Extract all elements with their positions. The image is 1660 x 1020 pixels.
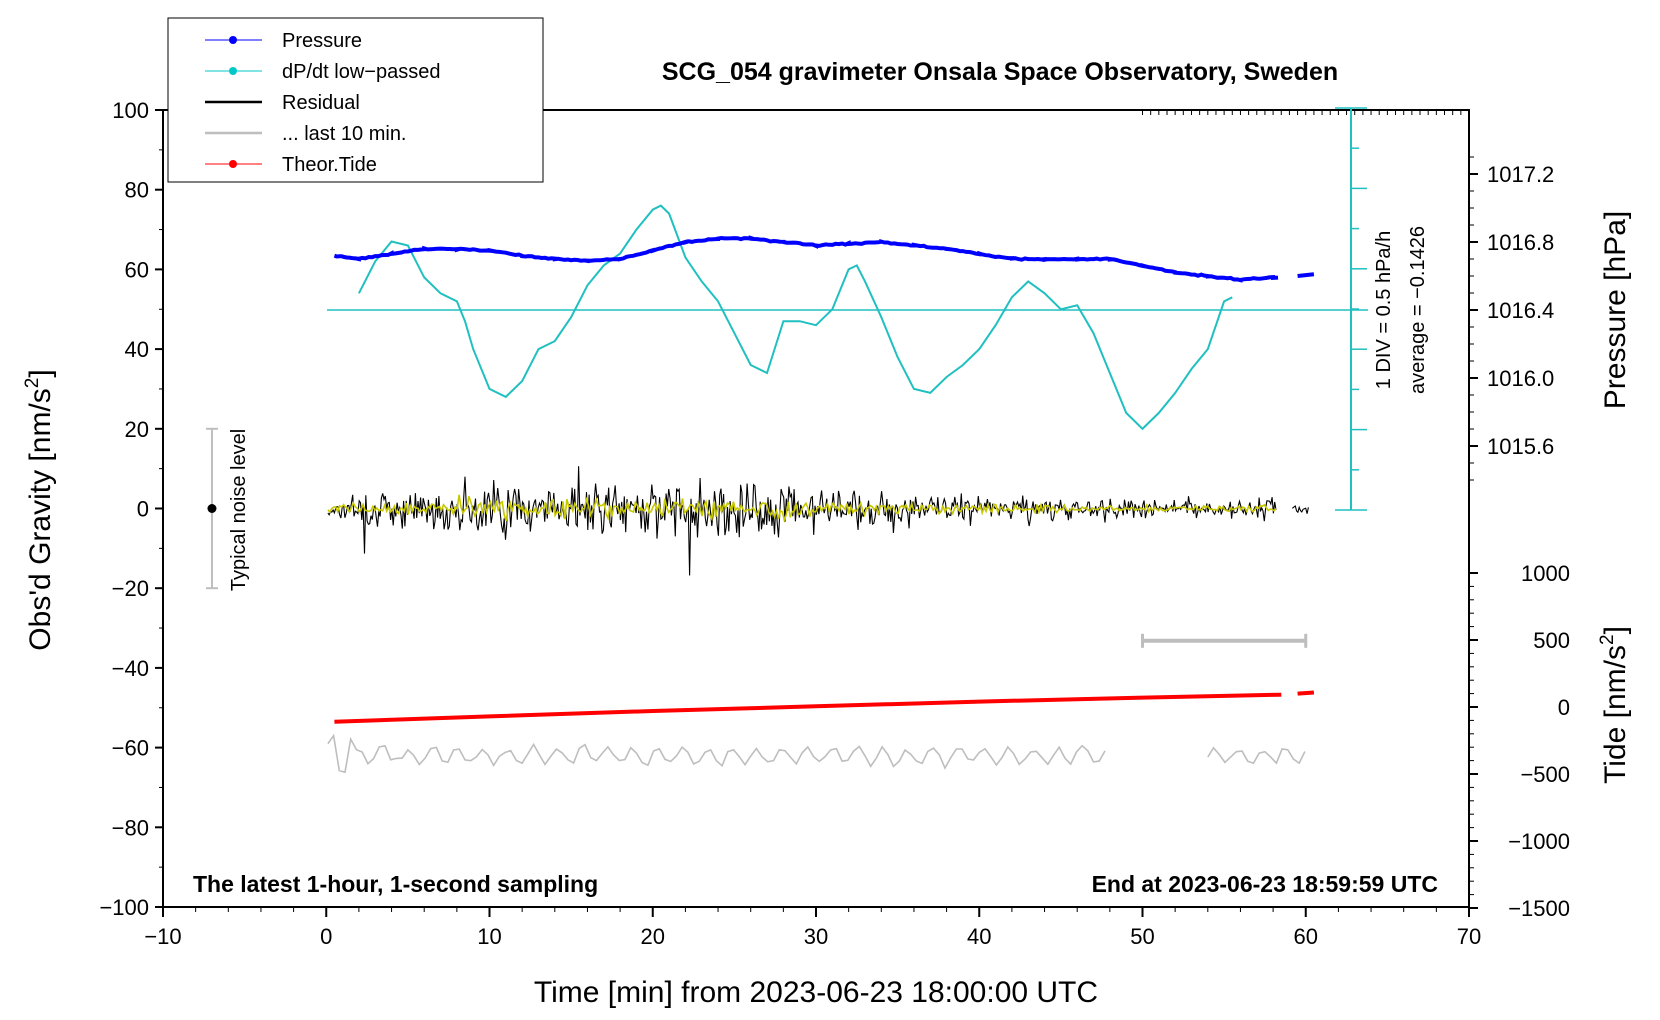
x-tick-label: 40: [967, 924, 991, 949]
last-10-min-bracket: [1141, 633, 1308, 648]
legend-swatch-marker: [229, 160, 237, 168]
y-tick-label: 40: [125, 337, 149, 362]
noise-center-dot: [207, 504, 217, 513]
pressure-axis-label: Pressure [hPa]: [1599, 211, 1632, 409]
bottom-left-note: The latest 1-hour, 1-second sampling: [193, 871, 598, 897]
pressure-tick-label: 1015.6: [1487, 434, 1554, 459]
top-minor-ticks: [1142, 110, 1470, 115]
tide-tick-label: −500: [1520, 762, 1570, 787]
x-axis-label: Time [min] from 2023-06-23 18:00:00 UTC: [534, 976, 1098, 1009]
tide-axis-ticks: −1500 −1000 −500 0 500 1000: [1469, 561, 1570, 921]
tide-axis-label-sup: 2: [1597, 634, 1618, 645]
x-tick-label: 0: [320, 924, 332, 949]
tide-axis-label: Tide [nm/s2]: [1597, 626, 1632, 784]
last-10-min-series-line: [327, 733, 1306, 774]
pressure-series-line: [333, 235, 1315, 283]
tide-tail-segment: [1297, 690, 1315, 696]
x-tick-label: 30: [804, 924, 828, 949]
x-tick-label: 50: [1130, 924, 1154, 949]
x-tick-label: 20: [641, 924, 665, 949]
x-tick-label: 10: [477, 924, 501, 949]
pressure-axis-ticks: 1015.6 1016.0 1016.4 1016.8 1017.2: [1469, 156, 1554, 481]
noise-level-indicator: [205, 427, 218, 590]
y-axis-label: Obs'd Gravity [nm/s2]: [22, 369, 57, 650]
pressure-tick-label: 1016.0: [1487, 366, 1554, 391]
pressure-tick-label: 1016.8: [1487, 230, 1554, 255]
legend-label: Pressure: [282, 30, 362, 52]
tide-tick-label: 1000: [1521, 561, 1570, 586]
y-tick-label: 100: [112, 98, 149, 123]
y-tick-label: −20: [112, 576, 149, 601]
dpdt-average-label: average = −0.1426: [1407, 226, 1429, 394]
x-tick-label: −10: [144, 924, 181, 949]
pressure-tick-label: 1016.4: [1487, 298, 1554, 323]
pressure-tick-label: 1017.2: [1487, 162, 1554, 187]
x-tick-label: 60: [1294, 924, 1318, 949]
y-tick-label: −40: [112, 656, 149, 681]
tide-tick-label: −1500: [1508, 896, 1570, 921]
x-axis-ticks: −10 0 10 20 30 40 50 60 70: [144, 907, 1481, 949]
y-tick-label: 80: [125, 178, 149, 203]
tide-series-line: [334, 692, 1282, 724]
legend-label: ... last 10 min.: [282, 123, 407, 145]
bottom-right-note: End at 2023-06-23 18:59:59 UTC: [1092, 871, 1438, 897]
legend-box: [167, 17, 544, 183]
dpdt-scale-bar: [1335, 107, 1367, 511]
legend-swatch-marker: [229, 67, 237, 75]
legend-label: Residual: [282, 92, 360, 114]
tide-series-tail: [1297, 690, 1315, 696]
y-tick-label: −100: [99, 895, 149, 920]
legend-label: Theor.Tide: [282, 154, 377, 176]
y-tick-label: 0: [137, 497, 149, 522]
residual-series-line: [327, 466, 1309, 576]
tide-tick-label: −1000: [1508, 829, 1570, 854]
legend: Pressure dP/dt low−passed Residual ... last…: [167, 17, 544, 183]
x-tick-label: 70: [1457, 924, 1481, 949]
dpdt-series-line: [358, 204, 1233, 431]
y-tick-label: −80: [112, 815, 149, 840]
legend-swatch-marker: [229, 36, 237, 44]
legend-label: dP/dt low−passed: [282, 61, 440, 83]
y-tick-label: 20: [125, 417, 149, 442]
y-tick-label: −60: [112, 736, 149, 761]
y-axis-label-sup: 2: [22, 378, 43, 389]
chart-title: SCG_054 gravimeter Onsala Space Observat…: [662, 58, 1338, 86]
dpdt-div-label: 1 DIV = 0.5 hPa/h: [1373, 231, 1395, 389]
y-axis-ticks: −100 −80 −60 −40 −20 0 20 40 60 80 100: [99, 98, 163, 920]
tide-tick-label: 0: [1558, 695, 1570, 720]
residual-smoothed-line: [327, 494, 1277, 523]
y-tick-label: 60: [125, 257, 149, 282]
noise-level-label: Typical noise level: [228, 429, 250, 591]
tide-tick-label: 500: [1533, 628, 1570, 653]
legend-items: Pressure dP/dt low−passed Residual ... last…: [205, 30, 440, 176]
